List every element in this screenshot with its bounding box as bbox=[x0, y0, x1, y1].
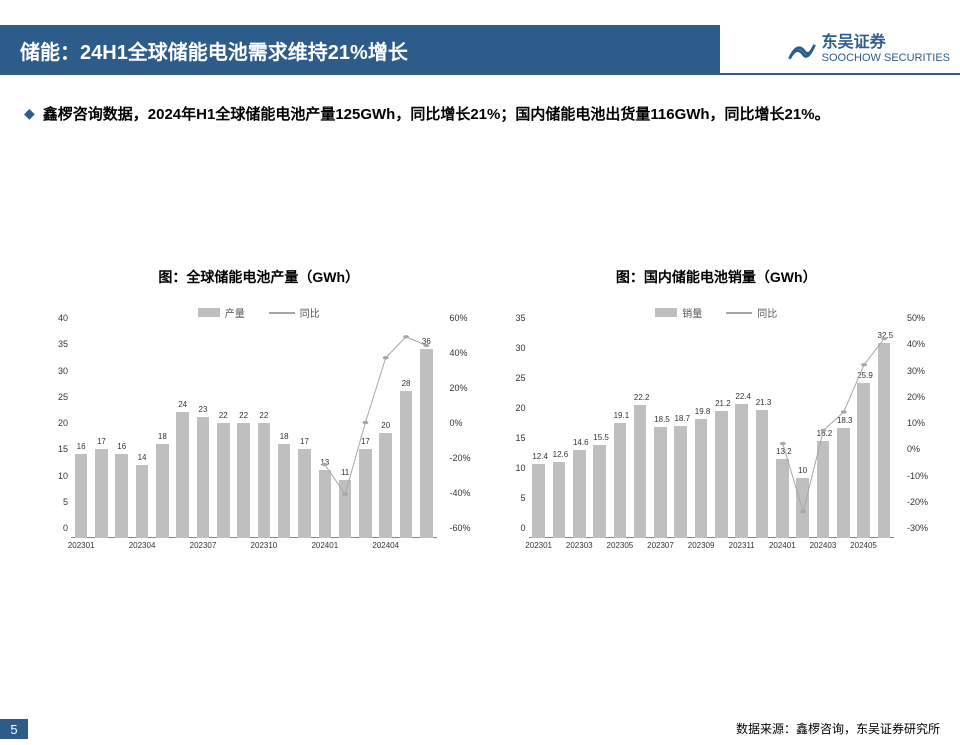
legend-bar: 销量 bbox=[655, 305, 702, 320]
chart-right: 图：国内储能电池销量（GWh） 销量 同比 05101520253035-30%… bbox=[503, 267, 931, 558]
bullet-row: ◆ 鑫椤咨询数据，2024年H1全球储能电池产量125GWh，同比增长21%；国… bbox=[0, 75, 960, 127]
chart-left: 图：全球储能电池产量（GWh） 产量 同比 0510152025303540-6… bbox=[45, 267, 473, 558]
header-right: 东吴证券 SOOCHOW SECURITIES bbox=[720, 25, 960, 75]
chart1-title: 图：全球储能电池产量（GWh） bbox=[45, 267, 473, 287]
logo: 东吴证券 SOOCHOW SECURITIES bbox=[788, 34, 950, 64]
legend-bar-label: 销量 bbox=[682, 305, 702, 320]
logo-icon bbox=[788, 35, 816, 63]
page-number: 5 bbox=[0, 719, 28, 739]
legend-line: 同比 bbox=[726, 305, 777, 320]
chart1-area: 0510152025303540-60%-40%-20%0%20%40%60%1… bbox=[45, 328, 473, 558]
logo-en: SOOCHOW SECURITIES bbox=[822, 52, 950, 64]
logo-cn: 东吴证券 bbox=[822, 34, 950, 52]
chart2-title: 图：国内储能电池销量（GWh） bbox=[503, 267, 931, 287]
header: 储能：24H1全球储能电池需求维持21%增长 东吴证券 SOOCHOW SECU… bbox=[0, 25, 960, 75]
bullet-text: 鑫椤咨询数据，2024年H1全球储能电池产量125GWh，同比增长21%；国内储… bbox=[43, 103, 830, 127]
footer-source: 数据来源：鑫椤咨询，东吴证券研究所 bbox=[736, 720, 940, 737]
legend-line: 同比 bbox=[269, 305, 320, 320]
page-title: 储能：24H1全球储能电池需求维持21%增长 bbox=[0, 25, 720, 75]
legend-bar-label: 产量 bbox=[225, 305, 245, 320]
chart2-legend: 销量 同比 bbox=[503, 305, 931, 320]
chart1-legend: 产量 同比 bbox=[45, 305, 473, 320]
logo-text: 东吴证券 SOOCHOW SECURITIES bbox=[822, 34, 950, 64]
chart2-area: 05101520253035-30%-20%-10%0%10%20%30%40%… bbox=[503, 328, 931, 558]
legend-line-label: 同比 bbox=[757, 305, 777, 320]
legend-bar: 产量 bbox=[198, 305, 245, 320]
diamond-icon: ◆ bbox=[24, 105, 35, 122]
charts-row: 图：全球储能电池产量（GWh） 产量 同比 0510152025303540-6… bbox=[0, 127, 960, 558]
legend-line-label: 同比 bbox=[300, 305, 320, 320]
